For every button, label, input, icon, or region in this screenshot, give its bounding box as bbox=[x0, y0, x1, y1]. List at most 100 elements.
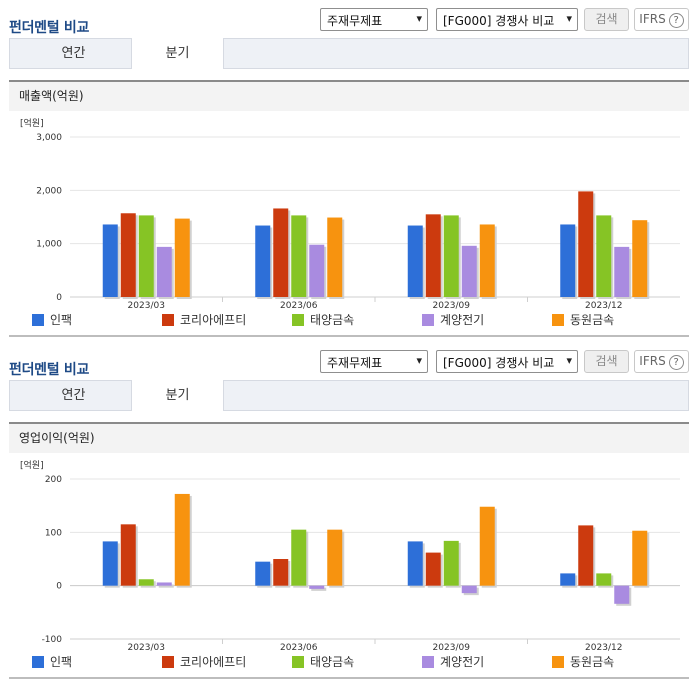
legend-item[interactable]: 인팩 bbox=[32, 655, 72, 669]
bar bbox=[407, 541, 423, 586]
bar bbox=[560, 224, 576, 297]
peer-select-value: [FG000] 경쟁사 비교 bbox=[443, 356, 555, 370]
legend-label: 계양전기 bbox=[440, 655, 485, 669]
ifrs-label: IFRS bbox=[639, 354, 666, 368]
period-tabs: 연간 분기 bbox=[9, 380, 689, 411]
help-icon: ? bbox=[668, 13, 684, 28]
search-button[interactable]: 검색 bbox=[584, 8, 629, 31]
bar bbox=[255, 225, 271, 297]
operating-profit-chart: [억원] -100 0 100 200 2023/03 2023/06 2023/09 2023… bbox=[20, 459, 680, 653]
panel-operating-profit: 펀더멘털 비교 주재무제표 ▾ [FG000] 경쟁사 비교 ▾ 검색 IFRS… bbox=[0, 342, 696, 684]
panel-header: 펀더멘털 비교 주재무제표 ▾ [FG000] 경쟁사 비교 ▾ 검색 IFRS… bbox=[0, 348, 696, 382]
bar bbox=[327, 529, 343, 586]
legend-label: 코리아에프티 bbox=[180, 313, 247, 327]
legend-item[interactable]: 코리아에프티 bbox=[162, 313, 246, 327]
bar bbox=[309, 585, 325, 589]
bar bbox=[174, 218, 190, 297]
legend-item[interactable]: 동원금속 bbox=[552, 655, 614, 669]
legend-label: 동원금속 bbox=[570, 313, 615, 327]
panel-header: 펀더멘털 비교 주재무제표 ▾ [FG000] 경쟁사 비교 ▾ 검색 IFRS… bbox=[0, 6, 696, 40]
revenue-chart: [억원] 0 1,000 2,000 3,000 2023/03 2023/06 2023/0… bbox=[20, 117, 680, 311]
x-tick-label: 2023/09 bbox=[433, 301, 471, 311]
y-tick-label: 2,000 bbox=[36, 186, 62, 196]
statement-select[interactable]: 주재무제표 ▾ bbox=[320, 8, 428, 31]
bar bbox=[425, 552, 441, 586]
section-divider bbox=[9, 335, 689, 337]
legend-swatch bbox=[32, 314, 44, 326]
y-tick-label: 0 bbox=[56, 293, 62, 303]
legend-label: 계양전기 bbox=[440, 313, 485, 327]
legend-item[interactable]: 동원금속 bbox=[552, 313, 614, 327]
legend-item[interactable]: 태양금속 bbox=[292, 655, 354, 669]
legend-item[interactable]: 계양전기 bbox=[422, 313, 484, 327]
tab-annual[interactable]: 연간 bbox=[61, 46, 86, 61]
chevron-down-icon: ▾ bbox=[416, 354, 422, 367]
bar bbox=[596, 573, 612, 586]
bar bbox=[596, 215, 612, 297]
bar-shadow bbox=[311, 587, 327, 591]
panel-title: 펀더멘털 비교 bbox=[9, 362, 90, 378]
x-tick-label: 2023/06 bbox=[280, 643, 318, 653]
chart-legend: 인팩 코리아에프티 태양금속 계양전기 동원금속 bbox=[0, 313, 696, 333]
bar bbox=[632, 220, 648, 297]
bar bbox=[174, 493, 190, 586]
axis-unit-label: [억원] bbox=[20, 459, 44, 471]
x-tick-label: 2023/12 bbox=[585, 301, 622, 311]
y-tick-label: 0 bbox=[56, 582, 62, 592]
ifrs-button[interactable]: IFRS? bbox=[634, 8, 689, 31]
bar bbox=[461, 245, 477, 297]
bar bbox=[632, 530, 648, 586]
statement-select-value: 주재무제표 bbox=[327, 356, 383, 370]
peer-select[interactable]: [FG000] 경쟁사 비교 ▾ bbox=[436, 8, 578, 31]
bar bbox=[578, 191, 594, 297]
legend-swatch bbox=[422, 314, 434, 326]
peer-select[interactable]: [FG000] 경쟁사 비교 ▾ bbox=[436, 350, 578, 373]
legend-item[interactable]: 코리아에프티 bbox=[162, 655, 246, 669]
bar bbox=[102, 224, 118, 297]
tab-quarter[interactable]: 분기 bbox=[131, 38, 224, 69]
bar bbox=[273, 559, 289, 586]
legend-item[interactable]: 태양금속 bbox=[292, 313, 354, 327]
bar bbox=[479, 224, 495, 297]
peer-select-value: [FG000] 경쟁사 비교 bbox=[443, 14, 555, 28]
bar bbox=[461, 585, 477, 594]
bar-shadow bbox=[158, 584, 174, 588]
x-tick-label: 2023/03 bbox=[128, 643, 165, 653]
ifrs-label: IFRS bbox=[639, 12, 666, 26]
bar bbox=[120, 524, 136, 586]
y-tick-label: 100 bbox=[45, 528, 62, 538]
bar bbox=[443, 540, 459, 586]
panel-revenue: 펀더멘털 비교 주재무제표 ▾ [FG000] 경쟁사 비교 ▾ 검색 IFRS… bbox=[0, 6, 696, 337]
tab-quarter[interactable]: 분기 bbox=[131, 380, 224, 411]
legend-item[interactable]: 계양전기 bbox=[422, 655, 484, 669]
bar bbox=[560, 573, 576, 586]
section-header: 매출액(억원) bbox=[9, 80, 689, 111]
bar bbox=[156, 246, 172, 297]
y-tick-label: 1,000 bbox=[36, 240, 62, 250]
x-tick-label: 2023/09 bbox=[433, 643, 471, 653]
bar bbox=[138, 579, 154, 586]
y-tick-label: -100 bbox=[42, 635, 63, 645]
legend-label: 동원금속 bbox=[570, 655, 615, 669]
statement-select[interactable]: 주재무제표 ▾ bbox=[320, 350, 428, 373]
legend-swatch bbox=[32, 656, 44, 668]
bar bbox=[425, 214, 441, 297]
chevron-down-icon: ▾ bbox=[416, 12, 422, 25]
chevron-down-icon: ▾ bbox=[566, 354, 572, 367]
bar bbox=[273, 208, 289, 297]
legend-item[interactable]: 인팩 bbox=[32, 313, 72, 327]
bar bbox=[479, 506, 495, 586]
legend-label: 코리아에프티 bbox=[180, 655, 247, 669]
legend-label: 인팩 bbox=[50, 313, 73, 327]
tab-annual[interactable]: 연간 bbox=[61, 388, 86, 403]
bar bbox=[255, 561, 271, 586]
search-button[interactable]: 검색 bbox=[584, 350, 629, 373]
chart-legend: 인팩 코리아에프티 태양금속 계양전기 동원금속 bbox=[0, 655, 696, 675]
bar bbox=[291, 215, 307, 297]
bar bbox=[156, 582, 172, 586]
bar bbox=[614, 246, 630, 297]
x-tick-label: 2023/06 bbox=[280, 301, 318, 311]
ifrs-button[interactable]: IFRS? bbox=[634, 350, 689, 373]
bar bbox=[578, 525, 594, 586]
section-divider bbox=[9, 677, 689, 679]
